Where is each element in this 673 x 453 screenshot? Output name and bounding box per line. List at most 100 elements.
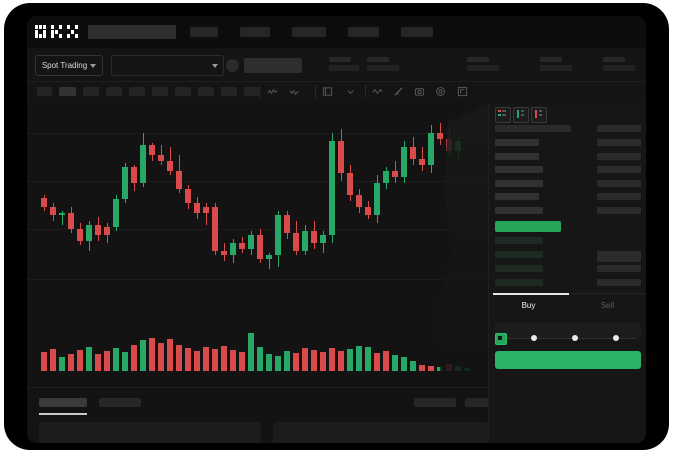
orderbook-bid-amount-1[interactable] <box>597 251 641 258</box>
volume-bar <box>329 348 335 371</box>
timeframe-1d[interactable] <box>175 87 191 96</box>
orderbook-view-asks-icon[interactable] <box>531 107 547 123</box>
percent-marker-25[interactable] <box>531 335 537 341</box>
volume-bar <box>374 353 380 371</box>
orderbook-bid-price-0[interactable] <box>495 237 543 244</box>
orderbook-view-both-icon[interactable] <box>495 107 511 123</box>
chevron-down-icon[interactable] <box>345 86 356 97</box>
orderbook-ask-amount-5[interactable] <box>597 206 641 214</box>
candle-body <box>356 195 362 207</box>
orderbook-ask-amount-0[interactable] <box>597 139 641 146</box>
fullscreen-icon[interactable] <box>457 86 468 97</box>
stat-24h-volume-label <box>540 57 562 62</box>
orderbook-ask-price-3[interactable] <box>495 179 543 187</box>
orderbook-ask-price-4[interactable] <box>495 193 539 200</box>
stat-24h-change <box>329 57 359 71</box>
orderbook-ask-amount-2[interactable] <box>597 166 641 173</box>
timeframe-more[interactable] <box>244 87 260 96</box>
orderbook-ask-price-5[interactable] <box>495 206 543 214</box>
timeframe-30m[interactable] <box>106 87 122 96</box>
volume-bar <box>50 349 56 371</box>
volume-bar <box>293 353 299 371</box>
orderbook-ask-amount-1[interactable] <box>597 152 641 160</box>
candle-body <box>50 207 56 215</box>
orderbook-bid-amount-2[interactable] <box>597 265 641 272</box>
percent-marker-75[interactable] <box>613 335 619 341</box>
timeframe-4h[interactable] <box>152 87 168 96</box>
timeframe-1m[interactable] <box>37 87 52 96</box>
candle-body <box>194 203 200 213</box>
bottom-tab-open-orders[interactable] <box>39 398 87 407</box>
line-chart-icon[interactable] <box>372 86 383 97</box>
orderbook-bid-price-1[interactable] <box>495 251 543 258</box>
orderbook-bid-price-3[interactable] <box>495 279 543 286</box>
chart-type-icon[interactable] <box>289 86 300 97</box>
price-chart-panel[interactable] <box>27 103 488 387</box>
nav-item-5[interactable] <box>401 27 433 37</box>
orderbook-ask-price-2[interactable] <box>495 166 543 173</box>
volume-bar <box>338 351 344 371</box>
compare-icon[interactable] <box>322 86 333 97</box>
buy-tab-active-indicator <box>493 293 569 295</box>
volume-bar <box>194 351 200 371</box>
candle-body <box>95 225 101 235</box>
orderbook-bid-amount-3[interactable] <box>597 279 641 286</box>
toolbar-divider <box>315 85 316 98</box>
market-type-selector[interactable]: Spot Trading <box>35 55 103 76</box>
volume-bar <box>131 345 137 371</box>
orderbook-ask-price-0[interactable] <box>495 139 539 146</box>
orderbook-ask-amount-3[interactable] <box>597 179 641 187</box>
volume-bar <box>392 355 398 371</box>
volume-bar <box>356 346 362 371</box>
bottom-tab-order-history[interactable] <box>99 398 141 407</box>
volume-bar <box>176 345 182 371</box>
measure-icon[interactable] <box>393 86 404 97</box>
timeframe-1h[interactable] <box>129 87 145 96</box>
orderbook-bid-amount-extra[interactable] <box>597 255 641 262</box>
stat-24h-turnover-value <box>603 65 635 71</box>
timeframe-1w[interactable] <box>198 87 214 96</box>
orderbook-ask-amount-4[interactable] <box>597 193 641 200</box>
tab-buy[interactable]: Buy <box>521 301 536 310</box>
percent-slider-handle[interactable] <box>495 333 507 345</box>
candle-body <box>275 215 281 255</box>
orderbook-header-amount[interactable] <box>597 125 641 132</box>
nav-item-2[interactable] <box>240 27 270 37</box>
search-input[interactable] <box>88 25 176 39</box>
candle-body <box>113 199 119 227</box>
submit-buy-button[interactable] <box>495 351 641 369</box>
volume-bar <box>410 361 416 371</box>
nav-item-4[interactable] <box>348 27 379 37</box>
okx-logo[interactable] <box>35 25 79 39</box>
candle-body <box>428 133 434 165</box>
volume-bar <box>239 352 245 371</box>
orderbook-ask-price-1[interactable] <box>495 152 539 160</box>
timeframe-5m[interactable] <box>59 87 76 96</box>
trading-pair-selector[interactable] <box>111 55 224 76</box>
tab-sell[interactable]: Sell <box>600 301 615 310</box>
percent-slider-track[interactable] <box>497 338 637 339</box>
nav-item-3[interactable] <box>292 27 326 37</box>
candle-body <box>185 189 191 203</box>
orderbook-view-bids-icon[interactable] <box>513 107 529 123</box>
toolbar-divider <box>365 85 366 98</box>
volume-bar <box>95 354 101 371</box>
settings-icon[interactable] <box>435 86 446 97</box>
timeframe-15m[interactable] <box>83 87 99 96</box>
candle-body <box>392 171 398 177</box>
volume-bar <box>248 333 254 371</box>
indicator-icon[interactable] <box>267 86 278 97</box>
volume-bar <box>68 354 74 371</box>
bottom-action-2[interactable] <box>465 398 507 407</box>
percent-marker-50[interactable] <box>572 335 578 341</box>
orderbook-bid-price-2[interactable] <box>495 265 543 272</box>
bottom-action-1[interactable] <box>414 398 456 407</box>
gridline-2 <box>27 229 488 230</box>
chevron-down-icon <box>212 63 218 68</box>
camera-icon[interactable] <box>414 86 425 97</box>
nav-item-1[interactable] <box>190 27 218 37</box>
orderbook-header-price[interactable] <box>495 125 571 132</box>
order-price-field[interactable] <box>495 323 641 338</box>
timeframe-1mo[interactable] <box>221 87 237 96</box>
volume-bar <box>230 350 236 371</box>
